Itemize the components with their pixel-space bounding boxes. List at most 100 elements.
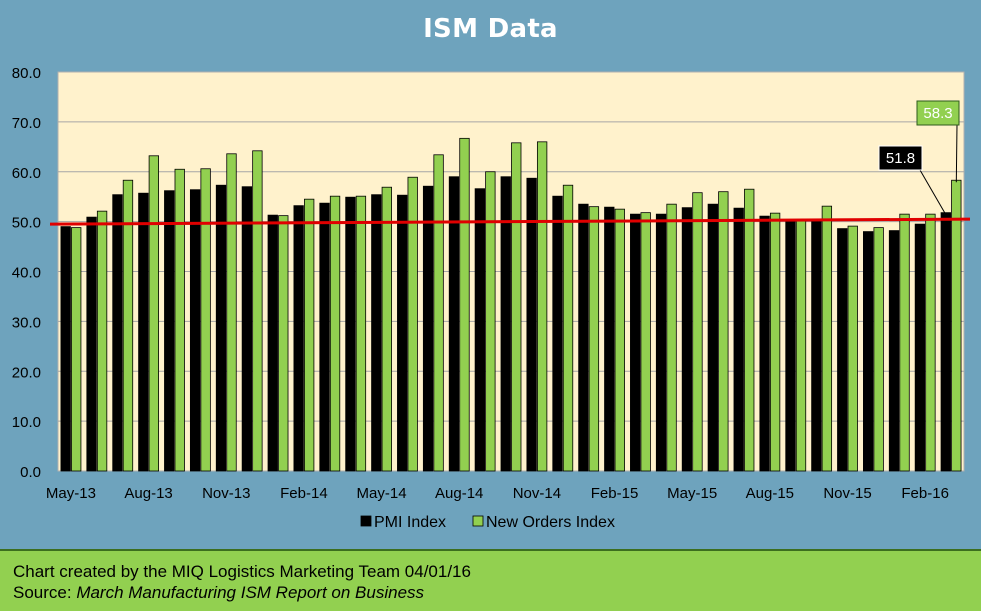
legend-label-pmi: PMI Index	[374, 514, 446, 531]
x-tick-label: Aug-15	[746, 485, 794, 502]
reference-line	[49, 217, 971, 226]
pmi-bar	[863, 231, 874, 472]
pmi-bar	[526, 177, 537, 472]
pmi-bar	[86, 216, 97, 472]
y-tick-label: 70.0	[12, 115, 41, 132]
new-orders-bar	[744, 188, 755, 472]
pmi-bar	[681, 207, 693, 472]
pmi-bar	[604, 206, 615, 472]
x-tick-label: Aug-13	[124, 485, 172, 502]
new-orders-bar	[329, 195, 341, 472]
pmi-bar	[293, 205, 304, 472]
y-tick-label: 40.0	[12, 265, 41, 282]
new-orders-bar	[485, 171, 496, 472]
new-orders-bar	[951, 179, 962, 472]
new-orders-bar	[148, 155, 160, 472]
pmi-bar	[733, 207, 744, 472]
pmi-bar	[630, 213, 641, 472]
x-tick-label: Feb-16	[901, 485, 949, 502]
pmi-bar	[241, 186, 253, 472]
new-orders-bar	[821, 205, 833, 472]
new-orders-bar	[96, 210, 108, 472]
pmi-bar	[888, 230, 900, 472]
new-orders-bar	[355, 195, 367, 472]
new-orders-bar	[847, 225, 858, 472]
new-orders-bar	[718, 191, 729, 472]
footer-source-line: Source: March Manufacturing ISM Report o…	[13, 582, 981, 603]
footer-source-prefix: Source:	[13, 583, 77, 602]
new-orders-bar	[588, 206, 600, 472]
x-tick-label: Nov-14	[513, 485, 561, 502]
callout-leader	[955, 124, 958, 183]
pmi-bar	[138, 192, 149, 472]
footer-credit: Chart created by the MIQ Logistics Marke…	[13, 562, 471, 581]
new-orders-bar	[278, 215, 289, 472]
pmi-bar	[707, 203, 718, 472]
pmi-bar	[578, 203, 589, 472]
new-orders-bar	[122, 179, 134, 472]
x-tick-label: Feb-15	[591, 485, 639, 502]
pmi-bar	[655, 213, 667, 472]
pmi-bar	[345, 196, 356, 472]
y-tick-label: 80.0	[12, 65, 41, 82]
callout-label: 58.3	[923, 105, 952, 122]
x-tick-label: May-14	[357, 485, 407, 502]
callout-label: 51.8	[886, 150, 915, 167]
pmi-bar	[785, 220, 796, 472]
new-orders-bar	[381, 186, 392, 472]
pmi-bar	[397, 194, 408, 472]
pmi-bar	[112, 194, 123, 472]
legend-swatch-pmi	[360, 515, 372, 527]
pmi-bar	[448, 176, 460, 472]
x-tick-label: May-13	[46, 485, 96, 502]
new-orders-bar	[304, 198, 315, 472]
new-orders-bar	[614, 208, 625, 472]
y-tick-label: 30.0	[12, 314, 41, 331]
pmi-bar	[164, 190, 175, 472]
new-orders-bar	[925, 213, 936, 472]
new-orders-bar	[200, 168, 211, 472]
new-orders-bar	[407, 176, 418, 472]
new-orders-bar	[769, 212, 781, 472]
pmi-bar	[500, 176, 511, 472]
new-orders-bar	[899, 213, 910, 472]
footer-source-title: March Manufacturing ISM Report on Busine…	[76, 583, 425, 602]
new-orders-bar	[873, 227, 884, 472]
chart-title: ISM Data	[423, 14, 558, 44]
pmi-bar	[60, 226, 71, 472]
y-tick-label: 10.0	[12, 414, 41, 431]
new-orders-bar	[795, 220, 807, 472]
x-tick-label: Feb-14	[280, 485, 328, 502]
x-tick-label: Nov-13	[202, 485, 250, 502]
pmi-bar	[267, 214, 278, 472]
pmi-bar	[422, 185, 434, 472]
y-tick-label: 60.0	[12, 165, 41, 182]
legend-swatch-new-orders	[472, 515, 484, 527]
callout-box	[878, 145, 923, 171]
pmi-bar	[319, 202, 330, 472]
new-orders-bar	[562, 184, 574, 472]
y-tick-label: 50.0	[12, 215, 41, 232]
pmi-bar	[940, 212, 951, 472]
y-tick-label: 20.0	[12, 364, 41, 381]
new-orders-bar	[459, 137, 470, 472]
new-orders-bar	[536, 141, 548, 472]
y-tick-label: 0.0	[20, 464, 41, 481]
pmi-bar	[914, 223, 926, 472]
legend-label-new-orders: New Orders Index	[486, 514, 615, 531]
footer-box: Chart created by the MIQ Logistics Marke…	[0, 549, 981, 611]
pmi-bar	[759, 215, 770, 472]
new-orders-bar	[666, 203, 677, 472]
pmi-bar	[811, 220, 822, 472]
new-orders-bar	[640, 212, 651, 472]
pmi-bar	[215, 184, 227, 472]
new-orders-bar	[511, 142, 522, 472]
x-tick-label: Aug-14	[435, 485, 483, 502]
pmi-bar	[371, 194, 382, 472]
new-orders-bar	[174, 168, 185, 472]
callout-leader	[919, 169, 947, 215]
chart-svg: 0.0 10.0 20.0 30.0 40.0 50.0 60.0 70.0 80.0 May-1…	[12, 65, 971, 531]
callout-box	[916, 100, 960, 126]
pmi-bar	[189, 189, 201, 472]
